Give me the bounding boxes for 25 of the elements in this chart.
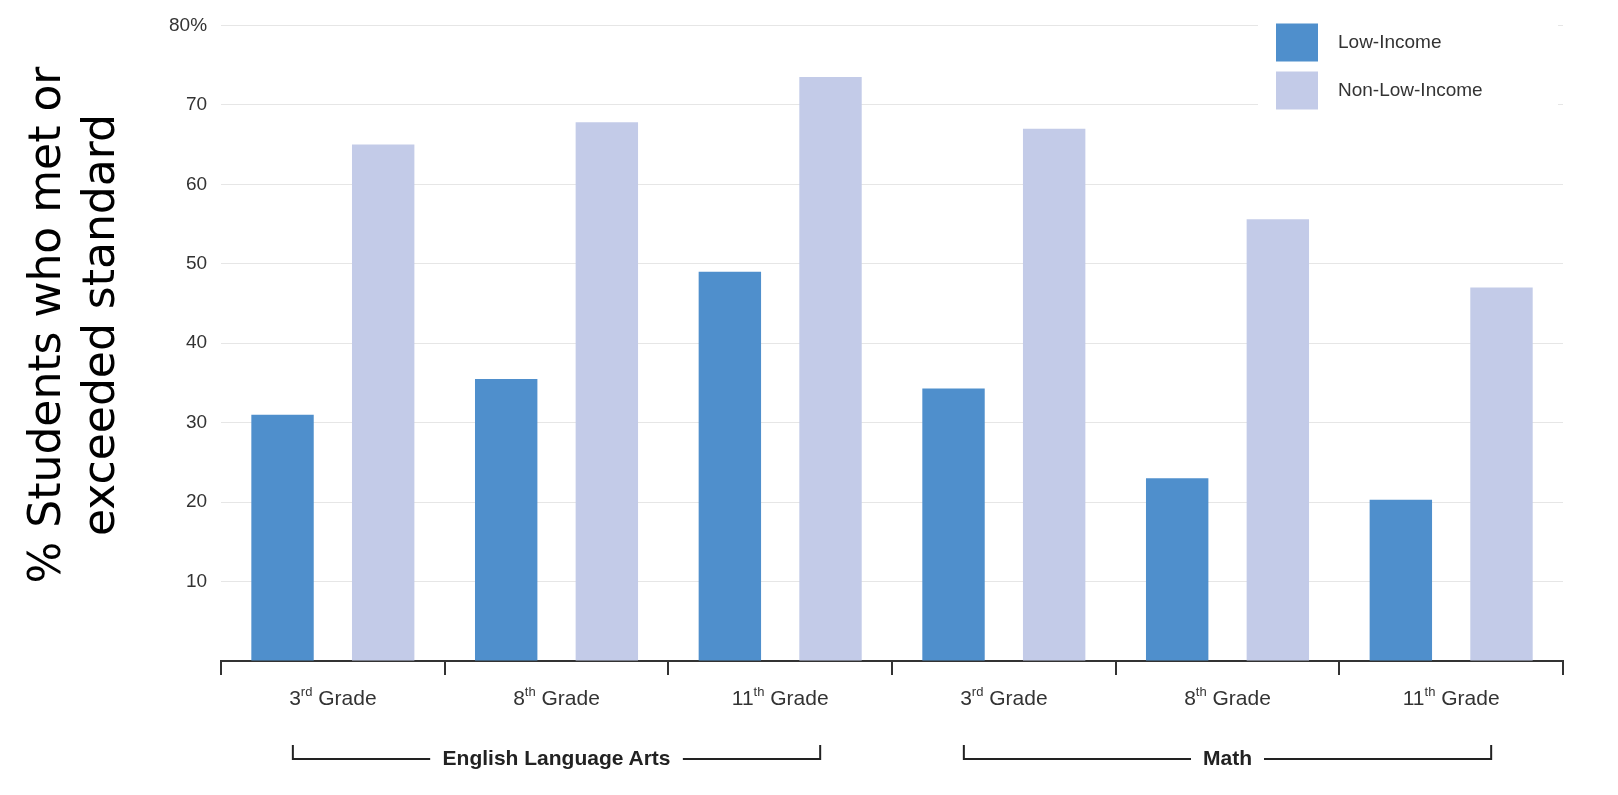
bar [922,388,985,661]
bar [251,414,314,661]
y-tick-label: 40 [185,331,208,353]
y-tick-label: 60 [185,172,208,194]
bar [698,271,762,661]
bar [1022,128,1086,661]
bar [799,77,862,661]
y-tick-label: 70 [185,93,208,115]
y-tick-label: 30 [185,410,208,432]
bar [1246,219,1310,661]
y-tick-label: 50 [185,251,208,273]
bar [575,122,639,661]
y-tick-label: 20 [185,490,208,512]
bar [475,378,538,661]
y-tick-label: 80% [169,13,208,35]
y-tick-label: 10 [185,569,208,591]
text: Math [1203,745,1253,769]
bar [351,144,415,661]
bar [1145,478,1209,661]
legend-label: Low-Income [1338,30,1442,52]
y-axis-title: % Students who met or exceeded standard [18,65,125,586]
bar [1470,287,1533,661]
text: English Language Arts [442,745,671,769]
legend-label: Non-Low-Income [1338,78,1483,100]
bar [1369,499,1433,661]
